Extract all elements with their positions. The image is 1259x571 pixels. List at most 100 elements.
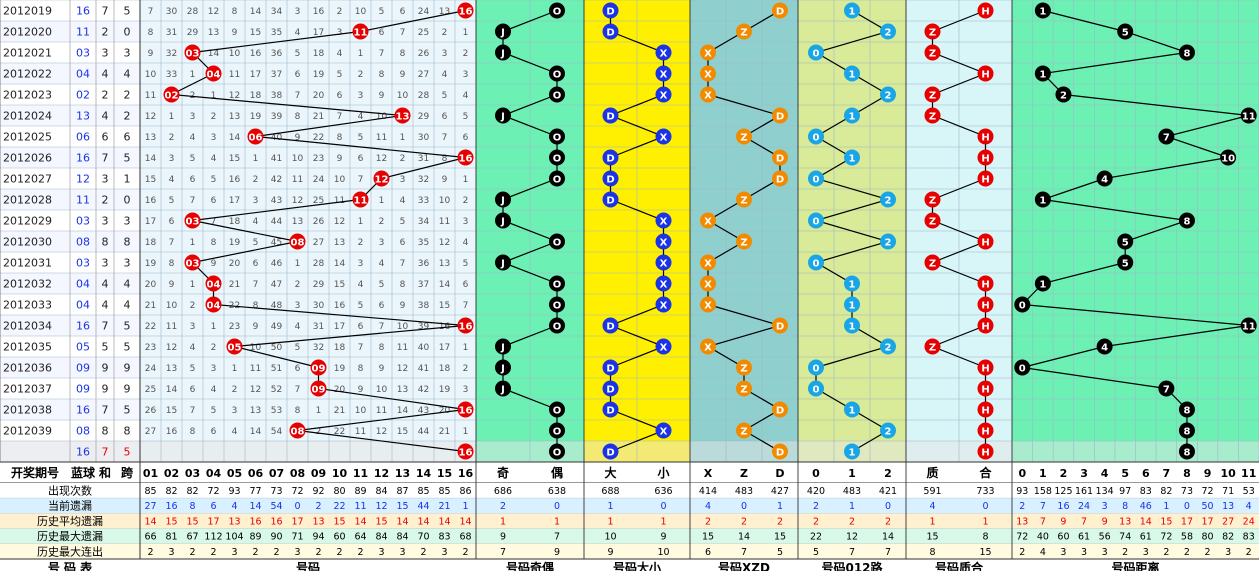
omission-value: 23 bbox=[313, 154, 324, 164]
omission-value: 6 bbox=[358, 154, 364, 164]
omission-value: 9 bbox=[211, 259, 217, 269]
parity-ball bbox=[549, 86, 565, 103]
prime-ball bbox=[924, 212, 941, 229]
omission-value: 35 bbox=[271, 28, 282, 38]
footer-main-value: 14 bbox=[354, 516, 366, 527]
header-number: 06 bbox=[248, 467, 264, 480]
omission-value: 10 bbox=[145, 70, 157, 80]
number-ball-label: 04 bbox=[207, 301, 221, 312]
footer-dist-value: 7 bbox=[1040, 501, 1046, 512]
section-prime-label: 号码质合 bbox=[935, 560, 984, 571]
dist-ball-label: 4 bbox=[1101, 175, 1108, 186]
omission-value: 9 bbox=[169, 280, 175, 290]
footer-xzd-value: 15 bbox=[774, 532, 786, 543]
footer-size-value: 1 bbox=[607, 501, 613, 512]
footer-dist-value: 72 bbox=[1201, 486, 1213, 497]
blue-value: 08 bbox=[76, 425, 90, 438]
parity-ball bbox=[495, 44, 511, 61]
omission-value: 6 bbox=[253, 259, 259, 269]
omission-value: 10 bbox=[355, 7, 367, 17]
size-ball-label: X bbox=[660, 70, 668, 81]
header-dist: 8 bbox=[1183, 467, 1191, 480]
omission-value: 5 bbox=[442, 91, 448, 101]
span-value: 3 bbox=[124, 47, 131, 60]
number-ball-label: 05 bbox=[228, 343, 242, 354]
sum-value: 6 bbox=[102, 131, 109, 144]
omission-value: 5 bbox=[400, 217, 406, 227]
footer-main-value: 85 bbox=[144, 486, 156, 497]
omission-value: 3 bbox=[190, 112, 196, 122]
omission-value: 12 bbox=[334, 217, 345, 227]
omission-value: 13 bbox=[292, 217, 303, 227]
sum-value: 3 bbox=[102, 215, 109, 228]
dist-ball bbox=[1178, 212, 1195, 229]
footer-dist-value: 61 bbox=[1140, 532, 1152, 543]
prime-ball-label: H bbox=[981, 364, 989, 375]
omission-value: 8 bbox=[148, 28, 154, 38]
dist-ball-label: 1 bbox=[1039, 280, 1046, 291]
mod3-ball-label: 2 bbox=[885, 427, 892, 438]
xzd-ball-label: Z bbox=[740, 427, 747, 438]
xzd-ball bbox=[700, 254, 716, 271]
blue-value: 04 bbox=[76, 68, 90, 81]
dist-ball bbox=[1014, 296, 1031, 313]
parity-ball-label: O bbox=[553, 322, 562, 333]
dist-ball bbox=[1178, 401, 1195, 418]
omission-value: 11 bbox=[334, 196, 345, 206]
mod3-ball-label: 2 bbox=[885, 28, 892, 39]
omission-value: 8 bbox=[211, 238, 217, 248]
omission-value: 6 bbox=[337, 91, 343, 101]
omission-value: 3 bbox=[463, 217, 469, 227]
footer-mod3-value: 14 bbox=[882, 532, 894, 543]
prime-ball-label: Z bbox=[929, 91, 936, 102]
footer-dist-value: 16 bbox=[1057, 501, 1069, 512]
omission-value: 6 bbox=[400, 238, 406, 248]
omission-value: 10 bbox=[376, 385, 388, 395]
omission-value: 4 bbox=[190, 133, 196, 143]
xzd-ball bbox=[700, 338, 716, 355]
omission-value: 31 bbox=[313, 322, 324, 332]
omission-value: 1 bbox=[253, 154, 259, 164]
xzd-ball-label: D bbox=[776, 322, 784, 333]
xzd-ball bbox=[700, 86, 716, 103]
parity-ball bbox=[495, 254, 511, 271]
xzd-ball-label: D bbox=[776, 112, 784, 123]
omission-value: 7 bbox=[169, 238, 175, 248]
parity-ball-label: O bbox=[553, 7, 562, 18]
number-ball bbox=[184, 44, 201, 61]
omission-value: 42 bbox=[418, 385, 429, 395]
period-label: 2012019 bbox=[3, 5, 52, 18]
dist-ball-label: 0 bbox=[1019, 301, 1026, 312]
omission-value: 6 bbox=[211, 196, 217, 206]
footer-dist-value: 53 bbox=[1243, 486, 1255, 497]
omission-value: 4 bbox=[253, 217, 259, 227]
header-number: 05 bbox=[227, 467, 242, 480]
span-value: 8 bbox=[124, 236, 131, 249]
omission-value: 14 bbox=[145, 154, 157, 164]
period-label: 2012021 bbox=[3, 47, 52, 60]
footer-xzd-value: 14 bbox=[738, 532, 750, 543]
prime-ball-label: H bbox=[981, 406, 989, 417]
footer-dist-value: 7 bbox=[1081, 516, 1087, 527]
footer-mod3-value: 2 bbox=[813, 516, 819, 527]
omission-value: 8 bbox=[358, 364, 364, 374]
xzd-ball bbox=[772, 317, 788, 334]
footer-size-value: 0 bbox=[660, 501, 666, 512]
omission-value: 7 bbox=[190, 196, 196, 206]
omission-value: 6 bbox=[379, 28, 385, 38]
dist-ball bbox=[1240, 317, 1257, 334]
omission-value: 20 bbox=[145, 280, 157, 290]
omission-value: 2 bbox=[463, 364, 469, 374]
omission-value: 15 bbox=[439, 301, 450, 311]
footer-main-value: 3 bbox=[441, 547, 447, 558]
period-label: 2012020 bbox=[3, 26, 52, 39]
mod3-ball-label: 1 bbox=[849, 70, 856, 81]
span-value: 5 bbox=[124, 320, 131, 333]
parity-ball bbox=[495, 338, 511, 355]
footer-prime-value: 591 bbox=[923, 486, 941, 497]
parity-ball-label: J bbox=[500, 112, 505, 123]
span-value: 5 bbox=[124, 404, 131, 417]
mod3-ball bbox=[844, 275, 860, 292]
number-ball-label: 16 bbox=[459, 406, 473, 417]
footer-dist-value: 83 bbox=[1243, 532, 1255, 543]
